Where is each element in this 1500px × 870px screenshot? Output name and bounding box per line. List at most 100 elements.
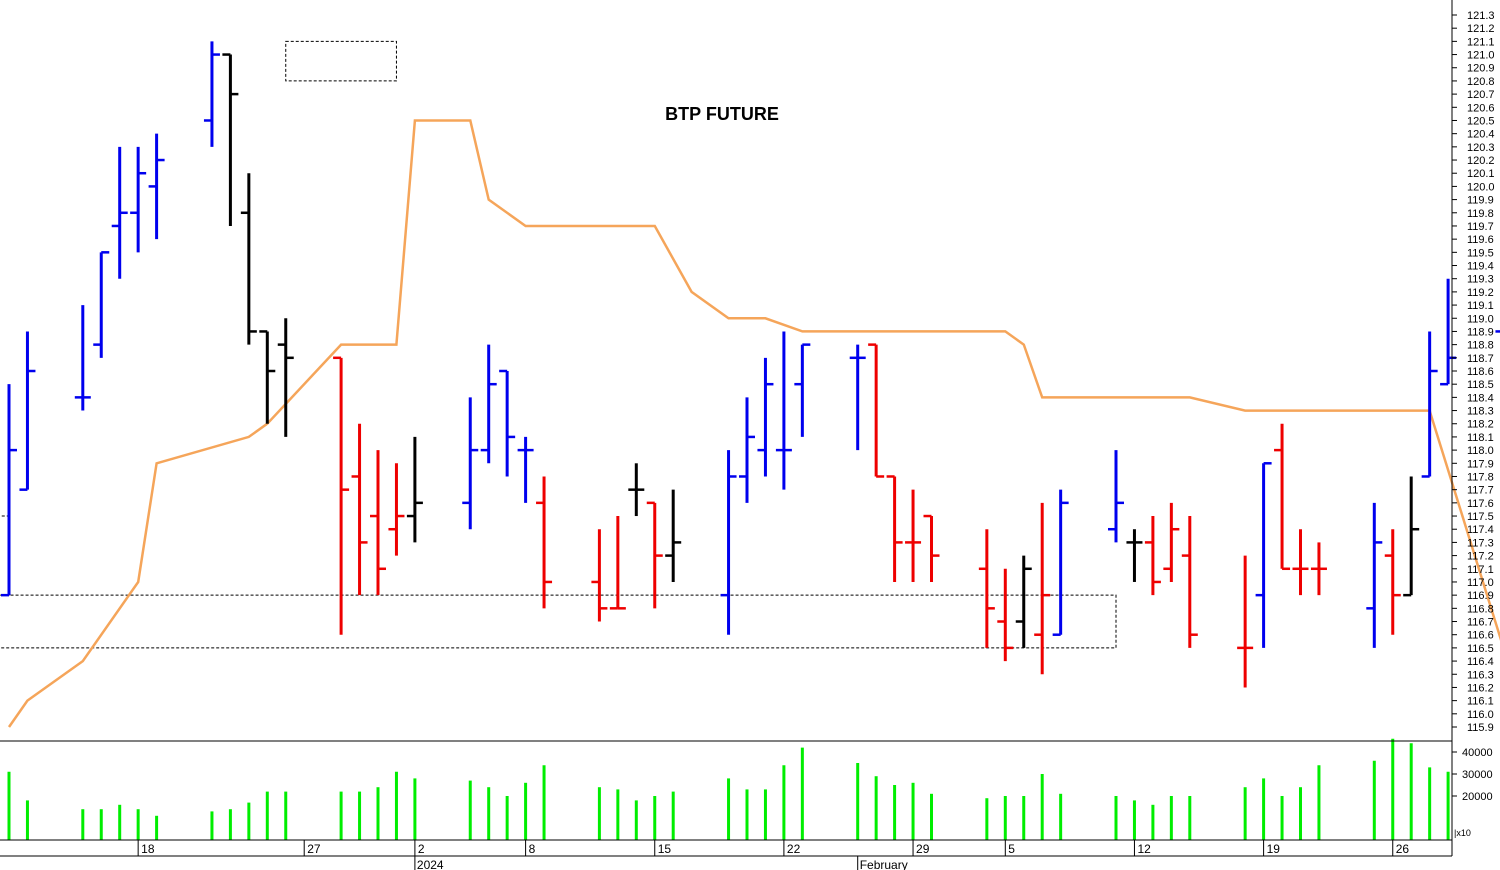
- ohlc-bar: [259, 330, 276, 424]
- ohlc-bar: [222, 53, 239, 226]
- price-tick-label: 117.6: [1467, 498, 1494, 510]
- ohlc-bar: [923, 514, 940, 582]
- ohlc-bar: [1052, 489, 1069, 636]
- ohlc-bar: [536, 476, 553, 609]
- volume-panel: [7, 738, 1450, 840]
- ohlc-bar: [517, 436, 534, 503]
- ohlc-bar: [886, 475, 903, 582]
- ohlc-bar: [111, 146, 128, 279]
- ohlc-bar: [591, 529, 608, 622]
- price-tick-label: 119.8: [1467, 208, 1494, 220]
- price-tick-label: 117.0: [1467, 577, 1494, 589]
- ohlc-bar: [1403, 476, 1420, 597]
- ohlc-bar: [868, 343, 885, 478]
- price-tick-label: 121.0: [1467, 50, 1495, 62]
- trend-line: [7, 119, 1500, 728]
- price-tick-label: 115.9: [1467, 722, 1494, 734]
- price-tick-label: 116.6: [1467, 630, 1494, 642]
- price-tick-label: 120.5: [1467, 115, 1495, 127]
- price-tick-label: 120.2: [1467, 155, 1495, 167]
- ohlc-bar: [130, 146, 147, 253]
- price-tick-label: 116.7: [1467, 617, 1494, 629]
- price-tick-label: 117.2: [1467, 551, 1494, 563]
- ohlc-bar: [646, 501, 663, 609]
- ohlc-bar: [609, 516, 626, 610]
- ohlc-bar: [1108, 450, 1124, 543]
- price-tick-label: 120.9: [1467, 63, 1495, 75]
- price-tick-label: 118.0: [1467, 445, 1494, 457]
- price-tick-label: 116.3: [1467, 669, 1494, 681]
- price-tick-label: 117.7: [1467, 485, 1494, 497]
- ohlc-bar: [148, 133, 165, 240]
- day-label: 2: [418, 842, 425, 856]
- ohlc-bar: [370, 450, 386, 596]
- day-label: 27: [307, 842, 321, 856]
- ohlc-bar: [1255, 462, 1272, 648]
- price-tick-label: 118.2: [1467, 419, 1494, 431]
- price-tick-label: 116.5: [1467, 643, 1494, 655]
- ohlc-bar: [978, 529, 995, 648]
- price-panel: BTP FUTURE: [0, 40, 1500, 728]
- ohlc-bar: [333, 356, 350, 635]
- ohlc-bar: [1292, 529, 1309, 596]
- price-tick-label: 119.3: [1467, 274, 1494, 286]
- price-tick-label: 120.0: [1467, 181, 1495, 193]
- ohlc-bar: [849, 344, 866, 451]
- ohlc-bar: [93, 251, 110, 358]
- ohlc-bar: [1421, 331, 1438, 478]
- price-tick-label: 116.0: [1467, 709, 1494, 721]
- ohlc-bar: [1237, 555, 1254, 688]
- price-tick-label: 120.4: [1467, 129, 1495, 141]
- price-tick-label: 119.9: [1467, 195, 1494, 207]
- ohlc-bar: [794, 343, 811, 437]
- volume-tick-label: 40000: [1462, 747, 1493, 759]
- ohlc-bar: [1366, 502, 1383, 648]
- price-tick-label: 120.7: [1467, 89, 1495, 101]
- price-tick-label: 116.4: [1467, 656, 1494, 668]
- ohlc-bar: [1495, 330, 1500, 333]
- ohlc-bar: [665, 489, 682, 582]
- price-tick-label: 117.8: [1467, 471, 1494, 483]
- ohlc-bar: [1126, 529, 1143, 582]
- price-tick-label: 119.6: [1467, 234, 1494, 246]
- day-label: 29: [916, 842, 930, 856]
- ohlc-bar: [739, 397, 755, 503]
- ohlc-bar: [1015, 555, 1032, 648]
- price-tick-label: 119.1: [1467, 300, 1494, 312]
- ohlc-bar: [997, 568, 1014, 662]
- price-tick-label: 116.1: [1467, 696, 1494, 708]
- ohlc-bar: [203, 41, 220, 147]
- ohlc-bar: [351, 423, 368, 596]
- ohlc-bar: [1384, 529, 1401, 635]
- volume-bars: [7, 738, 1450, 840]
- price-tick-label: 117.4: [1467, 524, 1494, 536]
- ohlc-bar: [628, 463, 645, 517]
- price-tick-label: 119.2: [1467, 287, 1494, 299]
- ohlc-bar: [1, 384, 17, 597]
- ohlc-bar: [1310, 542, 1327, 596]
- volume-multiplier-label: |x10: [1454, 828, 1471, 838]
- price-tick-label: 121.2: [1467, 23, 1495, 35]
- day-label: 5: [1008, 842, 1015, 856]
- ohlc-bar: [240, 173, 257, 345]
- ohlc-bar: [74, 305, 91, 411]
- price-tick-label: 118.6: [1467, 366, 1494, 378]
- ohlc-bar: [1144, 516, 1161, 596]
- ohlc-bar: [277, 318, 294, 437]
- ohlc-bar: [775, 331, 792, 490]
- price-tick-label: 117.1: [1467, 564, 1494, 576]
- price-tick-label: 118.8: [1467, 340, 1494, 352]
- volume-tick-label: 30000: [1462, 769, 1493, 781]
- price-tick-label: 120.6: [1467, 102, 1495, 114]
- top-high-box: [285, 40, 397, 82]
- ohlc-bar: [19, 331, 36, 491]
- price-tick-label: 116.2: [1467, 682, 1494, 694]
- price-tick-label: 117.5: [1467, 511, 1494, 523]
- ohlc-bar: [1274, 423, 1291, 571]
- price-tick-label: 118.3: [1467, 406, 1494, 418]
- ohlc-bar: [720, 450, 737, 635]
- price-tick-label: 118.5: [1467, 379, 1494, 391]
- chart-title: BTP FUTURE: [665, 104, 779, 124]
- price-tick-label: 117.9: [1467, 458, 1494, 470]
